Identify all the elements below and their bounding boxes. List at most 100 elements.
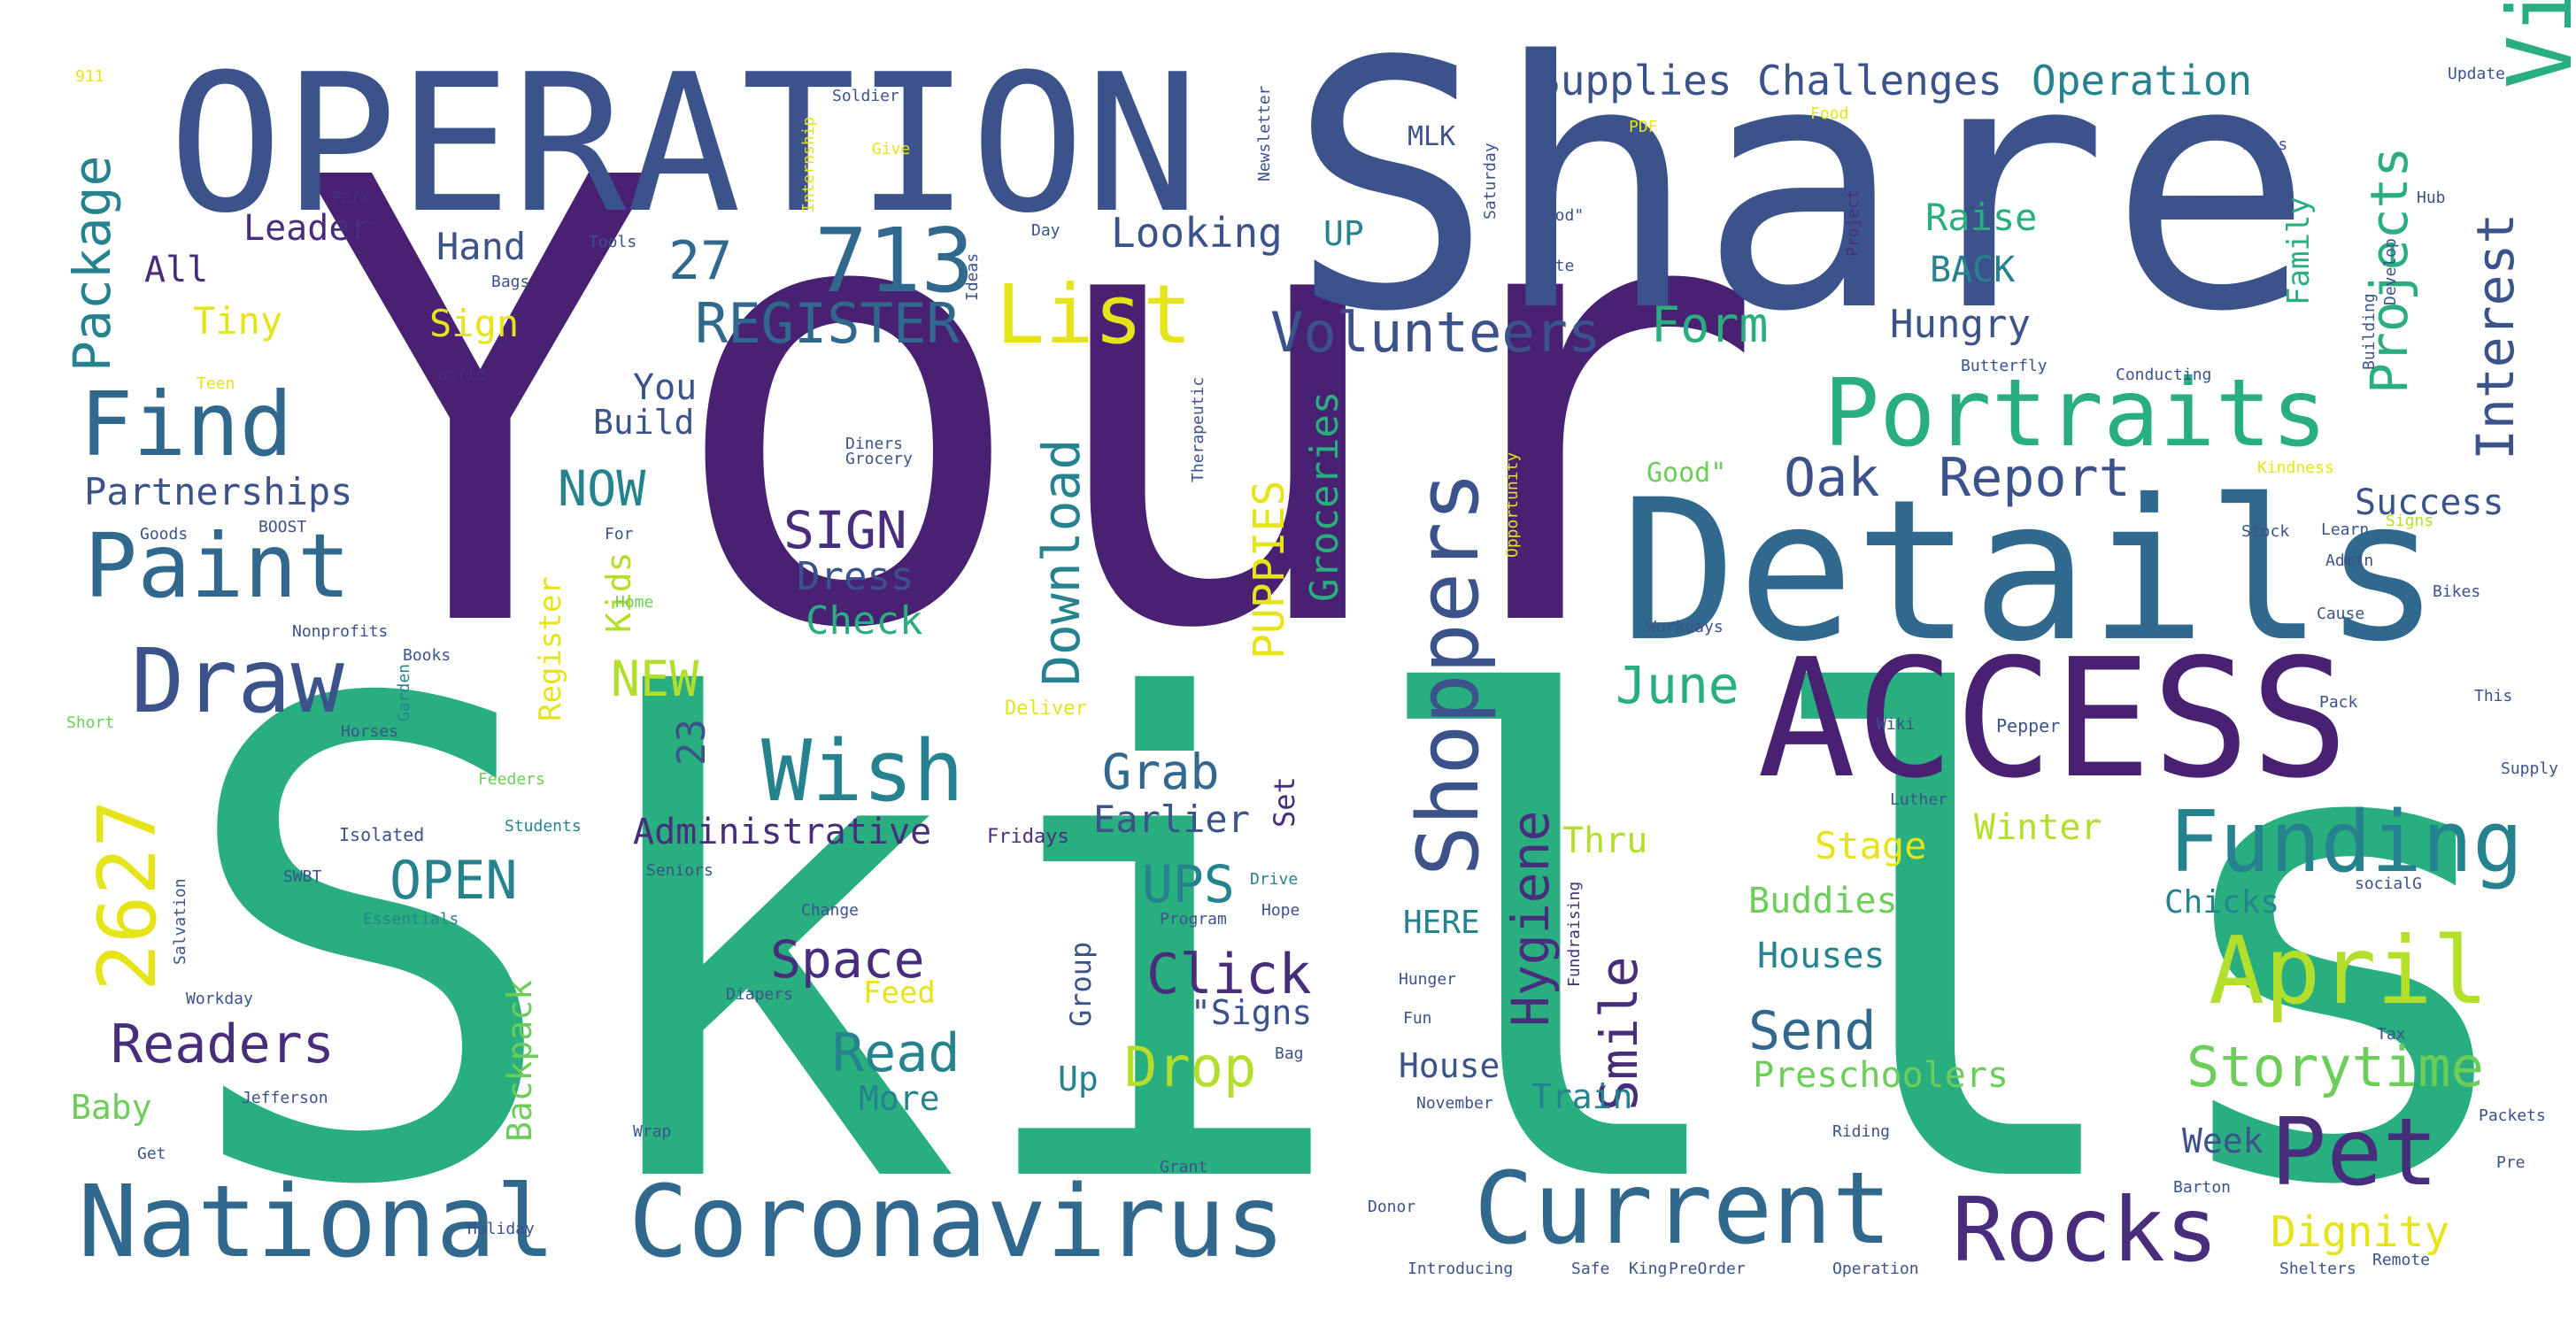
word-june: June: [1616, 655, 1739, 715]
word-bags: Bags: [491, 273, 530, 291]
word-ups: UPS: [1142, 854, 1235, 914]
word-hand: Hand: [436, 225, 527, 268]
word-train: Train: [1531, 1077, 1633, 1116]
word-pet: Pet: [2271, 1098, 2439, 1206]
word-portraits: Portraits: [1824, 359, 2327, 467]
word-bikes: Bikes: [2433, 582, 2481, 601]
word-workday: Workday: [186, 990, 253, 1008]
word-soldier: Soldier: [832, 87, 899, 105]
word-introducing: Introducing: [1408, 1260, 1514, 1278]
word-current: Current: [1474, 1152, 1893, 1267]
word-food: Food: [1810, 104, 1849, 123]
word-hunger: Hunger: [1399, 970, 1457, 989]
word-earlier: Earlier: [1093, 798, 1251, 841]
word-check: Check: [806, 598, 923, 644]
word-park: Park: [332, 189, 371, 207]
word-list: List: [996, 267, 1192, 362]
word-newsletter: Newsletter: [1255, 85, 1274, 181]
word-teens: Teens: [2240, 135, 2288, 154]
word-safe: Safe: [1571, 1260, 1610, 1278]
word-shoppers: Shoppers: [1400, 471, 1498, 876]
word-butterfly: Butterfly: [1961, 357, 2048, 375]
word-thru: Thru: [1562, 821, 1648, 861]
word-socialg: socialG: [2355, 875, 2422, 893]
word-partnerships: Partnerships: [84, 470, 353, 513]
word-stage: Stage: [1815, 824, 1927, 867]
word-good-quoted: Good": [1536, 206, 1585, 225]
word-update: Update: [2448, 65, 2506, 83]
word-fridays: Fridays: [987, 826, 1069, 848]
word-kindness: Kindness: [2257, 459, 2334, 477]
word-admin: Admin: [2325, 551, 2374, 570]
word-books: Books: [403, 646, 451, 665]
word-shelters: Shelters: [2279, 1260, 2356, 1278]
word-register: Register: [533, 576, 568, 721]
word-fundraising: Fundraising: [1565, 881, 1584, 987]
word-set: Set: [1268, 776, 1301, 828]
word-short: Short: [66, 713, 115, 732]
word-backpack: Backpack: [500, 979, 539, 1142]
word-change: Change: [801, 901, 860, 920]
word-conducting: Conducting: [2116, 366, 2212, 384]
word-remote: Remote: [2372, 1251, 2431, 1269]
word-boost: BOOST: [258, 518, 307, 536]
word-horses: Horses: [341, 722, 399, 741]
word-tools: Tools: [589, 233, 637, 251]
word-wiki: Wiki: [1877, 715, 1916, 734]
word-looking: Looking: [1111, 209, 1283, 257]
word-find: Find: [80, 373, 293, 476]
word-diners: Diners: [845, 435, 904, 453]
word-therapeutic: Therapeutic: [1189, 376, 1207, 482]
word-learn: Learn: [2321, 520, 2370, 539]
word-operation-large: OPERATION: [168, 33, 1199, 255]
word-program: Program: [1160, 910, 1227, 929]
word-signs-quoted: "Signs: [1191, 993, 1313, 1032]
word-fun: Fun: [1403, 1009, 1432, 1028]
word-sign: Sign: [429, 302, 520, 345]
word-pepper: Pepper: [1996, 715, 2061, 736]
word-more: More: [859, 1079, 940, 1118]
word-pack: Pack: [2319, 693, 2358, 712]
word-isolated: Isolated: [339, 824, 425, 845]
word-note: Note: [1536, 257, 1575, 275]
word-house: House: [1399, 1046, 1500, 1085]
word-bag: Bag: [1275, 1044, 1304, 1063]
word-hope: Hope: [1261, 901, 1300, 920]
word-23: 23: [669, 719, 714, 766]
word-national: National: [78, 1165, 556, 1280]
word-stock: Stock: [2241, 522, 2290, 541]
word-winter: Winter: [1974, 807, 2102, 848]
word-pre: Pre: [2496, 1153, 2526, 1172]
word-barton: Barton: [2173, 1178, 2232, 1197]
word-victory: Victory: [2488, 0, 2576, 89]
word-report: Report: [1939, 447, 2131, 509]
word-share: Share: [1288, 0, 2314, 386]
word-week: Week: [2182, 1121, 2264, 1160]
word-opportunity: Opportunity: [1503, 451, 1522, 558]
word-this: This: [2474, 687, 2513, 705]
word-here: HERE: [1403, 905, 1480, 941]
word-hygiene: Hygiene: [1500, 810, 1561, 1027]
word-2627: 2627: [81, 799, 174, 991]
word-open: OPEN: [389, 850, 518, 912]
word-chicks: Chicks: [2164, 884, 2280, 921]
word-dress: Dress: [797, 554, 914, 599]
word-you: You: [633, 367, 698, 408]
word-riding: Riding: [1832, 1122, 1891, 1141]
word-november: November: [1416, 1094, 1493, 1113]
word-grocery: Grocery: [845, 450, 913, 468]
word-administrative: Administrative: [633, 812, 932, 852]
word-feeders: Feeders: [478, 770, 545, 789]
word-holiday: Holiday: [467, 1220, 535, 1238]
word-salvation: Salvation: [171, 878, 189, 965]
word-send: Send: [1748, 1000, 1877, 1062]
word-day: Day: [1031, 221, 1060, 240]
word-raise: Raise: [1925, 196, 2038, 239]
word-april: April: [2209, 917, 2489, 1025]
word-packers-b: Packers: [1655, 317, 1660, 318]
word-drop: Drop: [1124, 1035, 1257, 1099]
word-build: Build: [593, 403, 695, 442]
word-skills: Skills: [173, 566, 2540, 1329]
word-cause: Cause: [2317, 605, 2365, 623]
word-develop: Develop: [2381, 238, 2400, 305]
